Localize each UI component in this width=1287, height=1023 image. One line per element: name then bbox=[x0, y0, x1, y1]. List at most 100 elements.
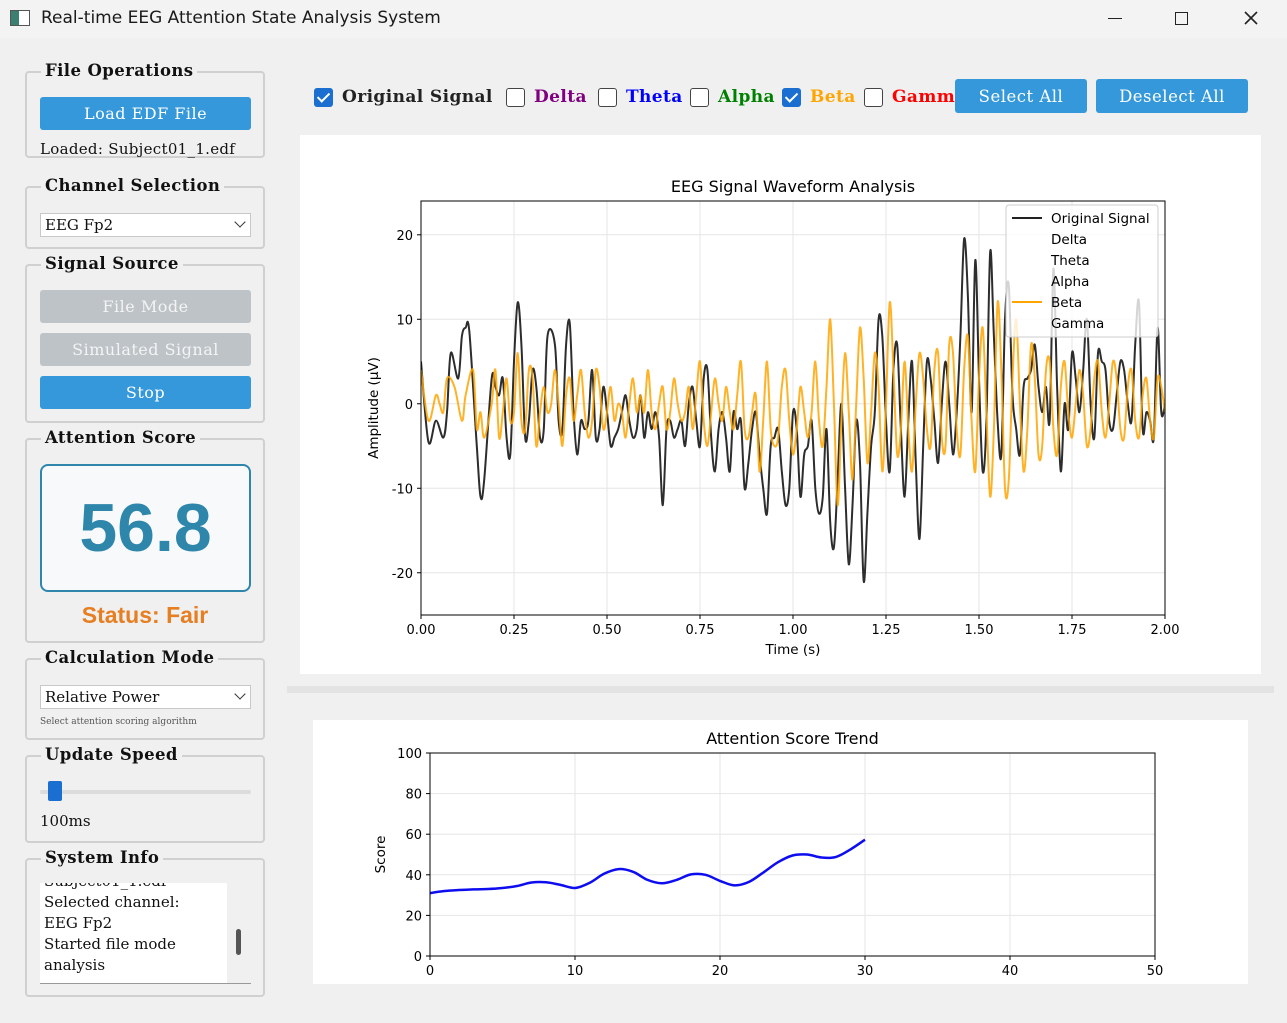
checkbox-original-signal[interactable]: Original Signal bbox=[314, 86, 493, 108]
attention-score-group: Attention Score 56.8 Status: Fair bbox=[25, 428, 265, 643]
checkbox-label: Gamma bbox=[892, 87, 967, 107]
x-tick-label: 0 bbox=[426, 964, 434, 979]
update-speed-group: Update Speed 100ms bbox=[25, 745, 265, 843]
trend-chart: 0 10 20 30 40 50 100 80 60 40 20 0 Attention Score T… bbox=[373, 729, 1164, 979]
x-tick-label: 2.00 bbox=[1151, 623, 1180, 638]
x-tick-label: 0.50 bbox=[593, 623, 622, 638]
legend-label: Original Signal bbox=[1051, 211, 1150, 227]
x-tick-label: 1.75 bbox=[1058, 623, 1087, 638]
maximize-button[interactable] bbox=[1158, 4, 1204, 32]
calculation-mode-title: Calculation Mode bbox=[41, 648, 219, 667]
y-tick-label: 0 bbox=[414, 950, 422, 965]
signal-source-title: Signal Source bbox=[41, 254, 183, 273]
y-axis-label: Score bbox=[373, 836, 389, 874]
slider-handle[interactable] bbox=[47, 781, 62, 801]
window-title: Real-time EEG Attention State Analysis S… bbox=[41, 8, 441, 28]
update-speed-title: Update Speed bbox=[41, 745, 182, 764]
file-operations-group: File Operations Load EDF File Loaded: Su… bbox=[25, 61, 265, 158]
x-tick-label: 1.50 bbox=[965, 623, 994, 638]
title-bar: Real-time EEG Attention State Analysis S… bbox=[0, 0, 1287, 38]
update-speed-slider[interactable] bbox=[40, 780, 251, 802]
checkbox-delta[interactable]: Delta bbox=[506, 86, 587, 108]
y-tick-label: -20 bbox=[392, 567, 413, 582]
calculation-mode-group: Calculation Mode Relative Power Select a… bbox=[25, 648, 265, 740]
checkbox-alpha[interactable]: Alpha bbox=[690, 86, 775, 108]
load-edf-button[interactable]: Load EDF File bbox=[40, 97, 251, 130]
status-label: Status: Fair bbox=[81, 602, 209, 628]
simulated-signal-button[interactable]: Simulated Signal bbox=[40, 333, 251, 366]
checkbox-label: Beta bbox=[810, 87, 856, 107]
log-scrollbar[interactable] bbox=[227, 883, 251, 983]
chart-title: Attention Score Trend bbox=[706, 729, 879, 748]
maximize-icon bbox=[1174, 11, 1188, 25]
checkbox-theta[interactable]: Theta bbox=[598, 86, 683, 108]
log-line: EEG Fp2 bbox=[44, 914, 113, 932]
minimize-icon bbox=[1108, 17, 1122, 19]
y-tick-label: 20 bbox=[396, 229, 413, 244]
y-tick-label: 80 bbox=[405, 788, 422, 803]
trend-plot-panel: 0 10 20 30 40 50 100 80 60 40 20 0 Attention Score T… bbox=[313, 720, 1248, 984]
legend-label: Delta bbox=[1051, 232, 1087, 248]
calculation-mode-select[interactable]: Relative Power bbox=[40, 685, 251, 709]
checkbox-unchecked-icon[interactable] bbox=[690, 87, 709, 107]
legend-label: Beta bbox=[1051, 295, 1082, 311]
score-value: 56.8 bbox=[79, 490, 212, 566]
series-line-beta bbox=[421, 300, 1165, 507]
checkbox-gamma[interactable]: Gamma bbox=[864, 86, 967, 108]
y-tick-label: 60 bbox=[405, 828, 422, 843]
checkbox-checked-icon[interactable] bbox=[314, 87, 333, 107]
y-tick-label: 20 bbox=[405, 909, 422, 924]
x-tick-label: 30 bbox=[857, 964, 874, 979]
x-tick-label: 10 bbox=[567, 964, 584, 979]
file-mode-button[interactable]: File Mode bbox=[40, 290, 251, 323]
log-line: Selected channel: bbox=[44, 893, 180, 911]
waveform-plot-panel: 0.00 0.25 0.50 0.75 1.00 1.25 1.50 1.75 2.00 20 10… bbox=[300, 135, 1261, 674]
x-tick-label: 20 bbox=[712, 964, 729, 979]
chevron-down-icon bbox=[234, 216, 246, 228]
series-line-0 bbox=[430, 838, 866, 895]
series-line-original-signal bbox=[421, 237, 1165, 583]
y-tick-label: 0 bbox=[405, 398, 413, 413]
log-line: analysis bbox=[44, 956, 106, 974]
checkbox-unchecked-icon[interactable] bbox=[598, 87, 617, 107]
y-tick-label: 100 bbox=[397, 747, 422, 762]
checkbox-label: Original Signal bbox=[342, 87, 493, 107]
loaded-file-label: Loaded: Subject01_1.edf bbox=[40, 140, 236, 158]
stop-button[interactable]: Stop bbox=[40, 376, 251, 409]
checkbox-label: Alpha bbox=[718, 87, 775, 107]
legend-label: Theta bbox=[1050, 253, 1090, 269]
channel-select-value: EEG Fp2 bbox=[45, 216, 114, 234]
log-line: Started file mode bbox=[44, 935, 176, 953]
score-display: 56.8 bbox=[40, 464, 251, 592]
scrollbar-thumb[interactable] bbox=[236, 929, 241, 955]
select-all-button[interactable]: Select All bbox=[955, 79, 1087, 113]
checkbox-beta[interactable]: Beta bbox=[782, 86, 856, 108]
checkbox-checked-icon[interactable] bbox=[782, 87, 801, 107]
legend-label: Alpha bbox=[1051, 274, 1089, 290]
attention-score-title: Attention Score bbox=[41, 428, 201, 447]
x-tick-label: 0.75 bbox=[686, 623, 715, 638]
minimize-button[interactable] bbox=[1092, 4, 1138, 32]
checkbox-label: Delta bbox=[534, 87, 587, 107]
close-icon bbox=[1244, 11, 1258, 25]
legend-box bbox=[1005, 204, 1159, 338]
close-button[interactable] bbox=[1228, 4, 1274, 32]
plot-splitter[interactable] bbox=[287, 686, 1274, 693]
channel-select[interactable]: EEG Fp2 bbox=[40, 213, 251, 237]
waveform-chart: 0.00 0.25 0.50 0.75 1.00 1.25 1.50 1.75 2.00 20 10… bbox=[366, 177, 1180, 658]
calculation-mode-hint: Select attention scoring algorithm bbox=[40, 717, 197, 727]
checkbox-unchecked-icon[interactable] bbox=[864, 87, 883, 107]
checkbox-label: Theta bbox=[626, 87, 683, 107]
deselect-all-button[interactable]: Deselect All bbox=[1096, 79, 1248, 113]
x-tick-label: 0.00 bbox=[407, 623, 436, 638]
x-tick-label: 0.25 bbox=[500, 623, 529, 638]
plot-frame bbox=[420, 200, 1166, 616]
x-tick-label: 1.00 bbox=[779, 623, 808, 638]
system-info-log[interactable]: Subject01_1.edfSelected channel: EEG Fp2 S… bbox=[40, 883, 251, 984]
log-line: Subject01_1.edf bbox=[44, 883, 224, 892]
app-icon bbox=[10, 10, 30, 26]
x-tick-label: 50 bbox=[1147, 964, 1164, 979]
signal-source-group: Signal Source File Mode Simulated Signal… bbox=[25, 254, 265, 423]
checkbox-unchecked-icon[interactable] bbox=[506, 87, 525, 107]
slider-track bbox=[40, 790, 251, 794]
